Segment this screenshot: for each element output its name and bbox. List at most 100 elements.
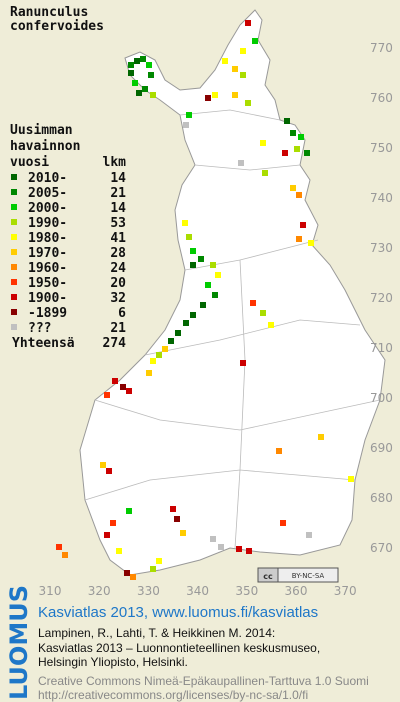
citation: Helsingin Yliopisto, Helsinki. (38, 655, 188, 669)
occurrence-square (148, 72, 154, 78)
occurrence-square (304, 150, 310, 156)
occurrence-square (238, 160, 244, 166)
legend-swatch (11, 234, 17, 240)
occurrence-square (218, 544, 224, 550)
occurrence-square (140, 56, 146, 62)
occurrence-square (134, 58, 140, 64)
occurrence-square (290, 185, 296, 191)
occurrence-square (280, 520, 286, 526)
occurrence-square (245, 20, 251, 26)
cc-icon-text: cc (263, 572, 273, 581)
occurrence-square (205, 95, 211, 101)
occurrence-square (296, 192, 302, 198)
occurrence-square (210, 536, 216, 542)
legend-label: 1990- (28, 216, 67, 231)
occurrence-square (186, 112, 192, 118)
occurrence-square (190, 248, 196, 254)
occurrence-square (126, 388, 132, 394)
occurrence-square (210, 262, 216, 268)
legend-count: 14 (110, 201, 126, 216)
legend-count-heading: lkm (103, 155, 127, 170)
occurrence-square (180, 530, 186, 536)
occurrence-square (215, 272, 221, 278)
occurrence-square (240, 72, 246, 78)
occurrence-square (262, 170, 268, 176)
license: http://creativecommons.org/licenses/by-n… (38, 688, 308, 702)
occurrence-square (190, 262, 196, 268)
legend-label: 2010- (28, 171, 67, 186)
legend-swatch (11, 219, 17, 225)
y-grid-label: 670 (370, 541, 393, 555)
occurrence-square (240, 360, 246, 366)
occurrence-square (170, 506, 176, 512)
occurrence-square (183, 122, 189, 128)
occurrence-square (62, 552, 68, 558)
legend-count: 24 (110, 261, 126, 276)
occurrence-square (162, 346, 168, 352)
legend-label: 1900- (28, 291, 67, 306)
legend-swatch (11, 204, 17, 210)
occurrence-square (294, 146, 300, 152)
occurrence-square (318, 434, 324, 440)
occurrence-squares (56, 20, 354, 580)
occurrence-square (296, 236, 302, 242)
occurrence-square (308, 240, 314, 246)
occurrence-square (276, 448, 282, 454)
license: Creative Commons Nimeä-Epäkaupallinen-Ta… (38, 674, 369, 688)
occurrence-square (56, 544, 62, 550)
legend-count: 20 (110, 276, 126, 291)
x-grid-label: 350 (235, 584, 258, 598)
occurrence-square (186, 234, 192, 240)
occurrence-square (268, 322, 274, 328)
legend-label: -1899 (28, 306, 67, 321)
occurrence-square (250, 300, 256, 306)
y-grid-label: 720 (370, 291, 393, 305)
legend-label: 1950- (28, 276, 67, 291)
occurrence-square (348, 476, 354, 482)
legend-count: 6 (118, 306, 126, 321)
legend-total: 274 (103, 336, 127, 351)
occurrence-square (252, 38, 258, 44)
x-grid-label: 370 (334, 584, 357, 598)
citation: Kasviatlas 2013 – Luonnontieteellinen ke… (38, 641, 320, 655)
legend-label: 1980- (28, 231, 67, 246)
logo: LUOMUS (5, 585, 33, 700)
legend-label: ??? (28, 321, 51, 336)
legend-count: 21 (110, 186, 126, 201)
occurrence-square (128, 70, 134, 76)
y-grid-label: 760 (370, 91, 393, 105)
occurrence-square (142, 86, 148, 92)
occurrence-square (128, 62, 134, 68)
occurrence-square (146, 370, 152, 376)
occurrence-square (126, 508, 132, 514)
occurrence-square (150, 358, 156, 364)
finland-outline (79, 9, 386, 576)
occurrence-square (245, 100, 251, 106)
y-grid-label: 740 (370, 191, 393, 205)
occurrence-square (116, 548, 122, 554)
legend-swatch (11, 279, 17, 285)
y-grid-label: 710 (370, 341, 393, 355)
occurrence-square (260, 310, 266, 316)
occurrence-square (232, 92, 238, 98)
occurrence-square (132, 80, 138, 86)
legend-count: 14 (110, 171, 126, 186)
legend-swatch (11, 249, 17, 255)
x-grid-label: 360 (285, 584, 308, 598)
occurrence-square (104, 392, 110, 398)
legend-count: 32 (110, 291, 126, 306)
occurrence-square (222, 58, 228, 64)
legend-swatch (11, 309, 17, 315)
occurrence-square (106, 468, 112, 474)
credit-link[interactable]: Kasviatlas 2013, www.luomus.fi/kasviatla… (38, 604, 318, 621)
occurrence-square (150, 92, 156, 98)
legend-label: 1960- (28, 261, 67, 276)
legend-label: 2000- (28, 201, 67, 216)
occurrence-square (175, 330, 181, 336)
occurrence-square (124, 570, 130, 576)
citation: Lampinen, R., Lahti, T. & Heikkinen M. 2… (38, 626, 275, 640)
occurrence-square (200, 302, 206, 308)
y-grid-label: 750 (370, 141, 393, 155)
occurrence-square (236, 546, 242, 552)
